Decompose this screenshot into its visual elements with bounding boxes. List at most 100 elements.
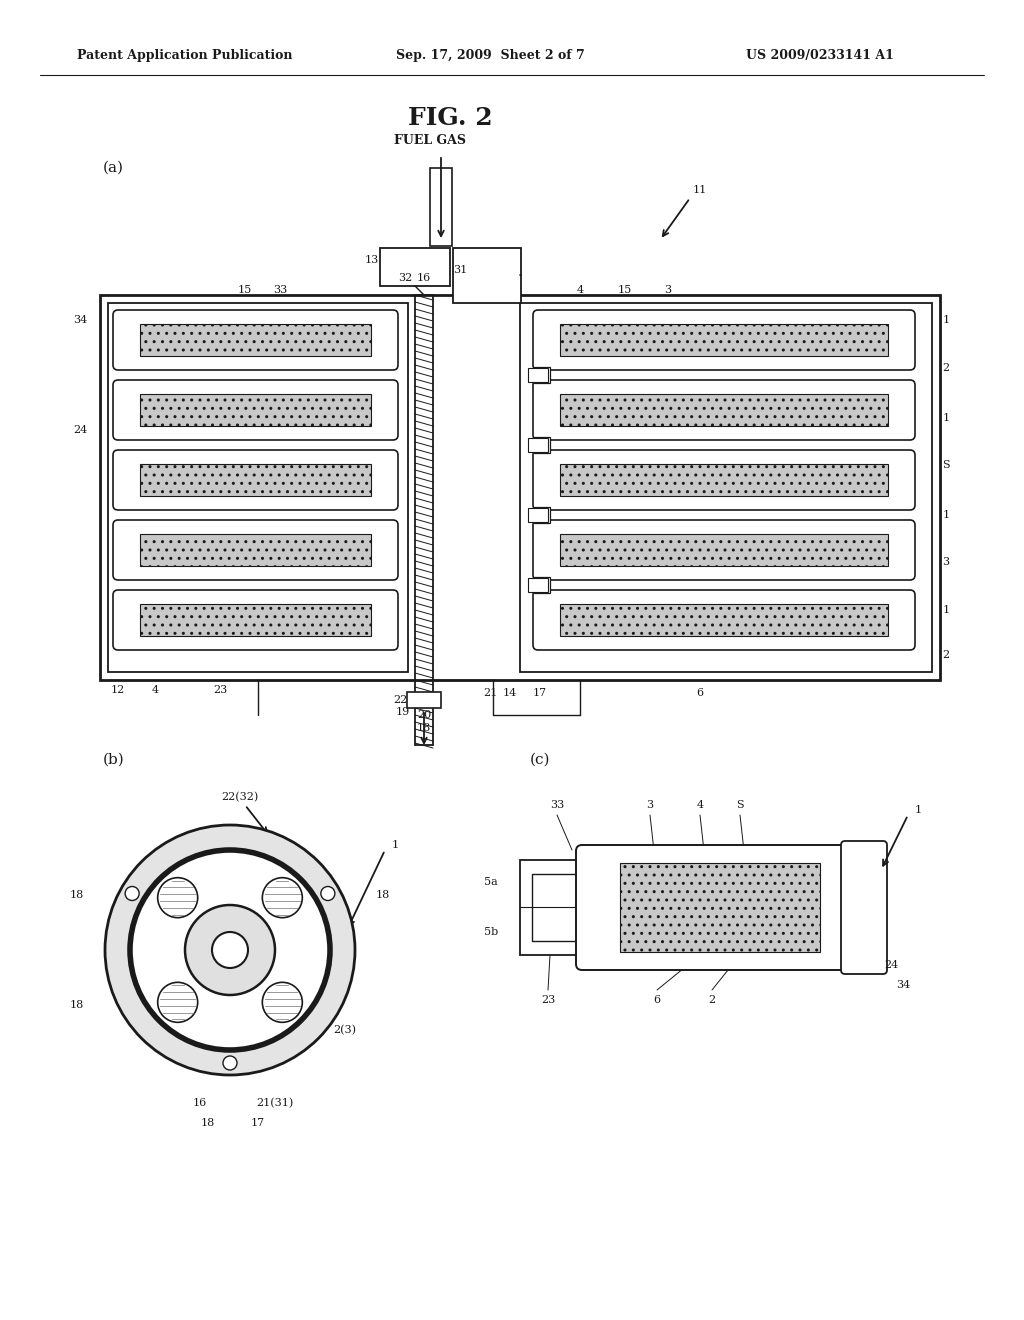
Text: (c): (c) — [530, 752, 551, 767]
Text: 2: 2 — [942, 363, 949, 374]
Text: 24: 24 — [884, 960, 898, 970]
Text: 15: 15 — [238, 285, 252, 294]
Bar — [140, 323, 371, 356]
Text: 5a: 5a — [484, 876, 498, 887]
Text: 1: 1 — [942, 315, 949, 325]
FancyBboxPatch shape — [534, 520, 915, 579]
Text: 11: 11 — [693, 185, 708, 195]
FancyBboxPatch shape — [113, 590, 398, 649]
Text: 22(32): 22(32) — [221, 792, 259, 803]
FancyBboxPatch shape — [841, 841, 887, 974]
Circle shape — [321, 887, 335, 900]
FancyBboxPatch shape — [575, 845, 873, 970]
FancyBboxPatch shape — [113, 310, 398, 370]
Text: 23: 23 — [213, 685, 227, 696]
Bar — [528, 368, 548, 381]
Text: 4: 4 — [152, 685, 159, 696]
Text: 1: 1 — [914, 805, 922, 814]
Bar — [560, 605, 888, 636]
Bar — [560, 535, 888, 566]
Bar — [560, 323, 888, 356]
Bar — [534, 367, 550, 383]
Circle shape — [262, 982, 302, 1022]
Bar — [528, 508, 548, 521]
Text: 17: 17 — [251, 1118, 265, 1129]
Text: S: S — [736, 800, 743, 810]
Text: 4: 4 — [696, 800, 703, 810]
Text: 12: 12 — [111, 685, 125, 696]
Text: 15: 15 — [617, 285, 632, 294]
FancyBboxPatch shape — [113, 380, 398, 440]
Text: 16: 16 — [417, 273, 431, 282]
Bar — [407, 692, 441, 708]
Circle shape — [223, 1056, 237, 1071]
Bar — [108, 304, 408, 672]
Text: 14: 14 — [503, 688, 517, 698]
Text: 21: 21 — [483, 688, 497, 698]
Text: US 2009/0233141 A1: US 2009/0233141 A1 — [746, 49, 894, 62]
Text: 6: 6 — [653, 995, 660, 1005]
Text: FUEL GAS: FUEL GAS — [394, 133, 466, 147]
Text: 1: 1 — [391, 840, 398, 850]
Bar — [534, 437, 550, 453]
FancyBboxPatch shape — [534, 310, 915, 370]
Text: 16: 16 — [193, 1098, 207, 1107]
Text: 18: 18 — [201, 1118, 215, 1129]
Bar — [453, 248, 521, 304]
Circle shape — [105, 825, 355, 1074]
Text: 18: 18 — [70, 890, 84, 900]
Bar — [534, 507, 550, 523]
Text: 2: 2 — [709, 995, 716, 1005]
Text: 33: 33 — [550, 800, 564, 810]
Bar — [380, 248, 450, 286]
Text: 3: 3 — [665, 285, 672, 294]
Circle shape — [158, 982, 198, 1022]
Text: Sep. 17, 2009  Sheet 2 of 7: Sep. 17, 2009 Sheet 2 of 7 — [395, 49, 585, 62]
Text: 31: 31 — [453, 265, 467, 275]
Circle shape — [130, 850, 330, 1049]
Bar — [534, 577, 550, 593]
Bar — [528, 578, 548, 591]
Text: 1: 1 — [942, 413, 949, 422]
Text: 18: 18 — [376, 890, 390, 900]
Bar — [140, 535, 371, 566]
Circle shape — [158, 878, 198, 917]
Text: 18: 18 — [417, 723, 431, 733]
Text: 4: 4 — [577, 285, 584, 294]
FancyBboxPatch shape — [113, 520, 398, 579]
FancyBboxPatch shape — [534, 380, 915, 440]
Text: 22: 22 — [393, 696, 408, 705]
Text: 3: 3 — [646, 800, 653, 810]
Text: 17: 17 — [532, 688, 547, 698]
FancyBboxPatch shape — [113, 450, 398, 510]
Text: 21(31): 21(31) — [256, 1098, 294, 1109]
Bar — [532, 874, 584, 941]
Text: 13: 13 — [365, 255, 379, 265]
Text: 1: 1 — [942, 510, 949, 520]
FancyBboxPatch shape — [534, 450, 915, 510]
Text: 23: 23 — [541, 995, 555, 1005]
Text: Patent Application Publication: Patent Application Publication — [77, 49, 293, 62]
Text: 2: 2 — [942, 649, 949, 660]
Bar — [520, 304, 932, 672]
Text: (a): (a) — [103, 161, 124, 176]
Text: 20: 20 — [417, 710, 431, 719]
Text: FIG. 2: FIG. 2 — [408, 106, 493, 129]
Text: 33: 33 — [272, 285, 287, 294]
Bar — [140, 605, 371, 636]
Text: 32: 32 — [398, 273, 412, 282]
Bar — [620, 863, 820, 952]
Text: 5b: 5b — [483, 927, 498, 937]
Bar — [560, 465, 888, 496]
Text: (b): (b) — [103, 752, 125, 767]
Text: 24: 24 — [73, 425, 87, 436]
Text: 18: 18 — [70, 1001, 84, 1010]
Bar — [100, 294, 940, 680]
Circle shape — [212, 932, 248, 968]
Text: 34: 34 — [73, 315, 87, 325]
Text: 1: 1 — [942, 605, 949, 615]
Circle shape — [125, 887, 139, 900]
Text: 6: 6 — [696, 688, 703, 698]
Text: S: S — [942, 459, 950, 470]
Text: 3: 3 — [942, 557, 949, 568]
